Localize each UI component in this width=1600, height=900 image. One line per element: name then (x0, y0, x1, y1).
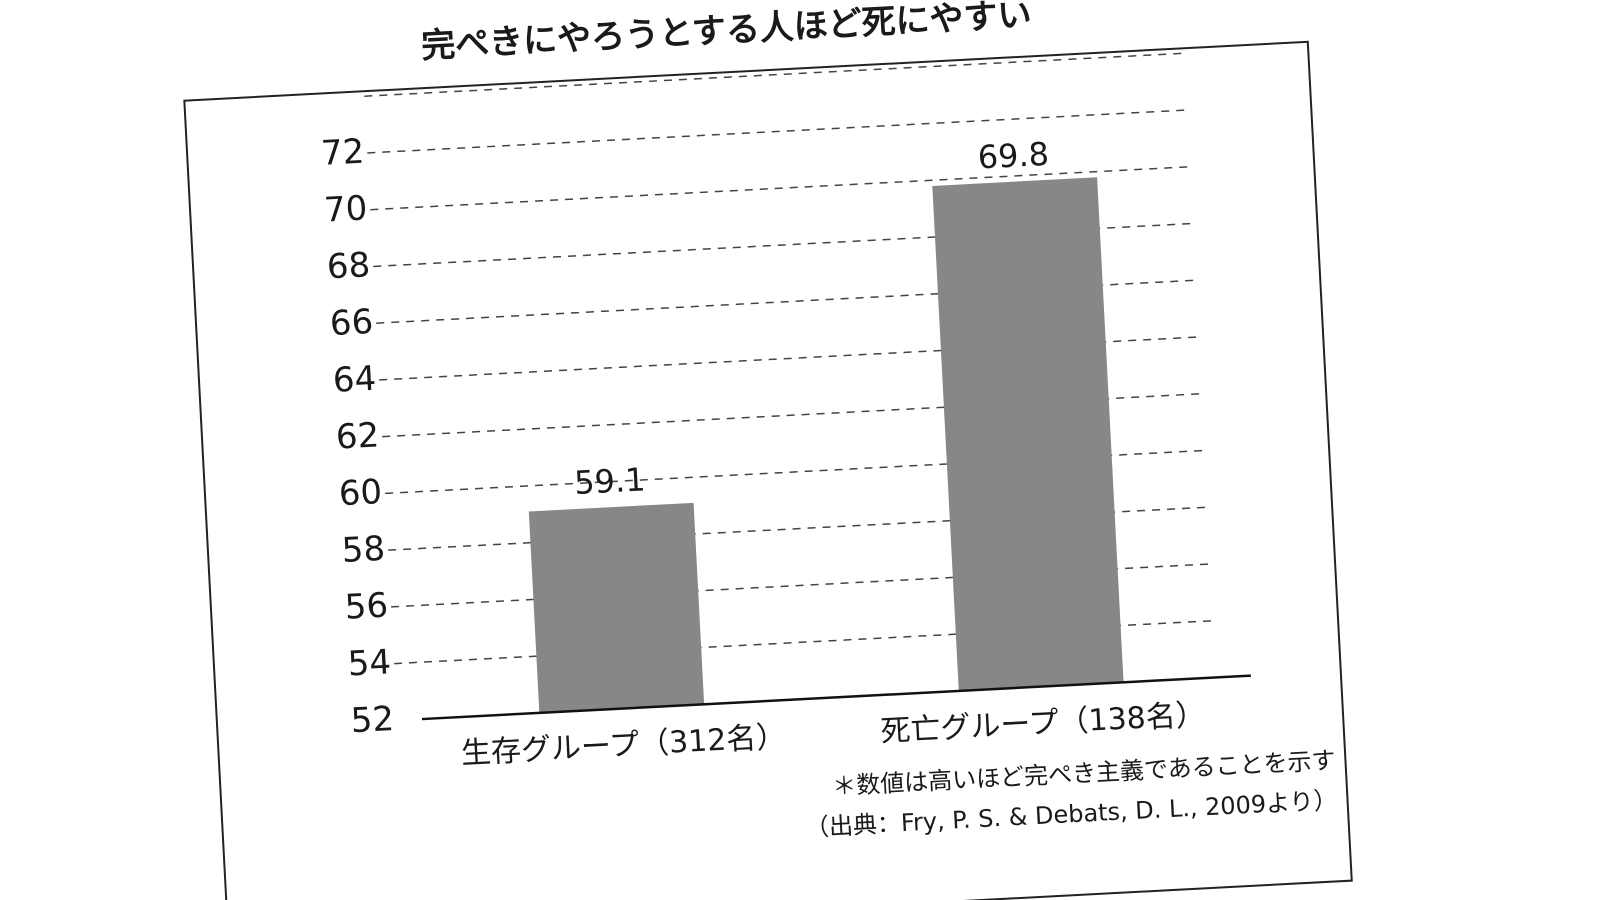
y-tick-label: 58 (341, 529, 386, 571)
y-tick-label: 70 (323, 188, 368, 230)
y-tick-label: 64 (332, 359, 377, 401)
y-tick-label: 60 (338, 472, 383, 514)
chart-title: 完ぺきにやろうとする人ほど死にやすい (420, 0, 1032, 67)
grid-line (379, 336, 1204, 381)
grid-line (388, 506, 1213, 551)
y-tick-label: 54 (347, 642, 392, 684)
x-tick-label: 生存グループ（312名） (460, 720, 787, 772)
grid-line (394, 619, 1218, 665)
grid-line (373, 222, 1198, 268)
grid-line (391, 562, 1216, 608)
grid-line (364, 52, 1189, 97)
y-tick-label: 66 (329, 302, 374, 344)
y-tick-label: 68 (326, 245, 371, 287)
rotated-page: 完ぺきにやろうとする人ほど死にやすい ＊数値は高いほど完ぺき主義であることを示す… (183, 0, 1353, 900)
grid-line (376, 279, 1201, 324)
y-tick-label: 62 (335, 415, 380, 457)
x-tick-label: 死亡グループ（138名） (880, 698, 1207, 750)
grid-line (385, 449, 1210, 495)
value-label: 59.1 (573, 460, 646, 502)
y-tick-label: 56 (344, 586, 389, 628)
grid-line (367, 109, 1192, 154)
grid-line (382, 392, 1207, 438)
bar (528, 502, 705, 713)
x-axis (421, 674, 1251, 721)
y-tick-label: 72 (320, 132, 365, 174)
y-tick-label: 52 (350, 699, 395, 741)
bar (932, 177, 1124, 691)
value-label: 69.8 (977, 135, 1050, 177)
grid-line (370, 165, 1195, 211)
frame (183, 40, 1353, 900)
